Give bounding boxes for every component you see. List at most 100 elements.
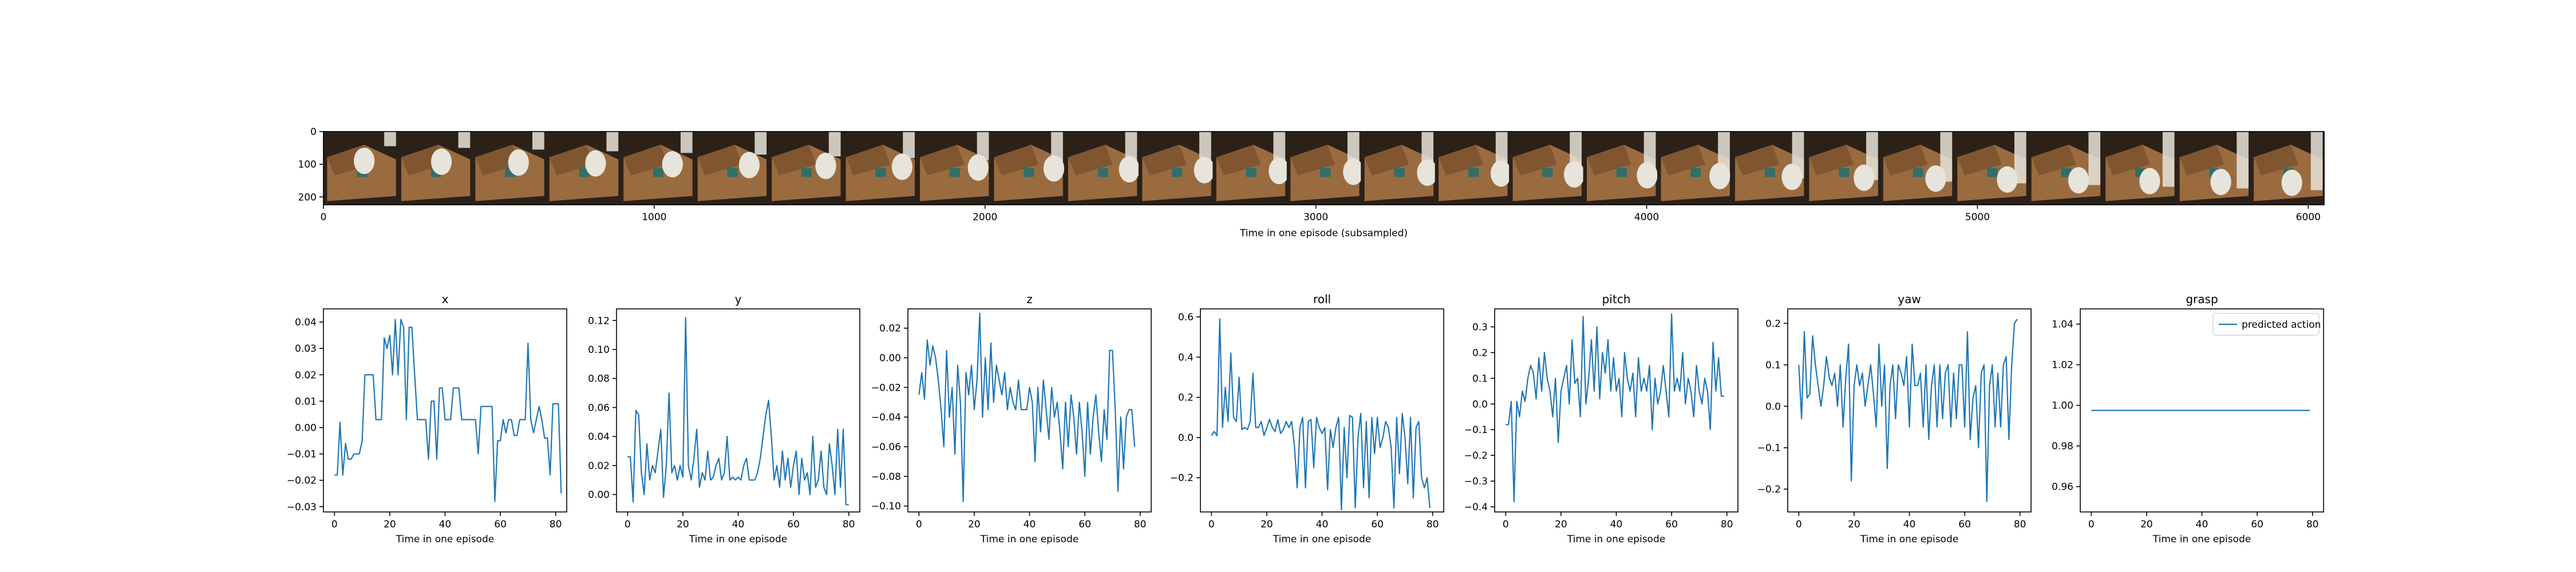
- x-tick-label: 20: [677, 519, 689, 530]
- x-tick-label: 0: [916, 519, 922, 530]
- y-tick-label: −0.02: [287, 475, 317, 487]
- y-tick-label: 0.00: [295, 422, 317, 434]
- y-tick-label: 0.02: [295, 370, 317, 381]
- x-tick-label: 20: [1555, 519, 1567, 530]
- x-tick-label: 40: [732, 519, 745, 530]
- x-tick-label: 20: [1848, 519, 1860, 530]
- episode-frame: [546, 132, 621, 205]
- panel-title: z: [1026, 292, 1033, 306]
- x-tick-label: 40: [1903, 519, 1916, 530]
- legend-box: [2212, 313, 2320, 336]
- y-tick-label: 0.3: [1472, 321, 1488, 333]
- legend: predicted action: [2212, 313, 2321, 336]
- x-tick-label: 80: [1427, 519, 1439, 530]
- series-line: [1798, 319, 2018, 502]
- episode-frame: [1435, 132, 1512, 205]
- y-tick-label: 0.0: [1178, 432, 1194, 444]
- series-line: [627, 317, 849, 506]
- x-tick-label: 40: [1024, 519, 1036, 530]
- y-tick-label: 0.12: [588, 315, 610, 327]
- series-line: [1506, 313, 1724, 503]
- x-tick-label: 60: [1078, 519, 1091, 530]
- x-tick-label: 80: [843, 519, 855, 530]
- panel-grasp: grasp 0 20 40 60 80 0.96 0.98 1.00 1.02 1.04 Time i…: [2052, 292, 2324, 545]
- y-tick-label: 0.2: [1472, 347, 1488, 359]
- y-tick-label: 0.03: [295, 343, 317, 355]
- y-tick-label: 0.4: [1178, 352, 1194, 363]
- y-tick-label: 0.02: [588, 460, 610, 472]
- x-tick-label: 20: [1261, 519, 1273, 530]
- y-tick-label: −0.1: [1464, 424, 1488, 436]
- x-tick-label: 0: [331, 519, 338, 530]
- plot-frame: [1494, 308, 1739, 513]
- y-tick-label: 0.98: [2052, 441, 2073, 452]
- episode-frame: [990, 132, 1065, 205]
- x-tick-label: 80: [2306, 519, 2319, 530]
- legend-label: predicted action: [2242, 319, 2321, 331]
- y-tick-label: 0.1: [1472, 373, 1488, 384]
- x-axis-label: Time in one episode: [2152, 534, 2251, 545]
- y-tick-label: −0.04: [871, 412, 901, 423]
- x-axis-label: Time in one episode: [689, 534, 787, 545]
- y-tick-label: 0.04: [588, 431, 610, 443]
- panel-roll: roll 0 20 40 60 80 −0.2 0.0 0.2 0.4 0.6 Time in one…: [1170, 292, 1444, 545]
- y-tick-label: 100: [298, 159, 317, 170]
- x-tick-label: 0: [321, 212, 327, 223]
- series-line: [1211, 318, 1431, 511]
- episode-frame: [1138, 132, 1215, 205]
- y-tick-label: −0.03: [287, 502, 317, 513]
- y-tick-label: −0.06: [871, 442, 901, 453]
- y-tick-label: −0.2: [1464, 450, 1488, 462]
- x-tick-label: 60: [2251, 519, 2263, 530]
- x-tick-label: 80: [2014, 519, 2026, 530]
- episode-frame: [323, 132, 398, 205]
- episode-frame: [2101, 132, 2176, 205]
- x-tick-label: 80: [1721, 519, 1733, 530]
- episode-frame: [2176, 132, 2251, 205]
- episode-frame: [1731, 132, 1806, 205]
- episode-frame: [397, 132, 472, 205]
- y-tick-label: −0.08: [871, 471, 901, 483]
- y-tick-label: 200: [298, 192, 317, 203]
- x-axis-label: Time in one episode: [396, 534, 494, 545]
- y-tick-label: 0.00: [879, 353, 901, 364]
- series-line: [334, 319, 562, 502]
- panel-title: grasp: [2186, 292, 2218, 306]
- x-tick-label: 40: [439, 519, 452, 530]
- episode-frame: [1361, 132, 1438, 205]
- episode-frame: [1064, 132, 1140, 205]
- panel-title: yaw: [1898, 292, 1921, 306]
- x-tick-label: 0: [1208, 519, 1215, 530]
- episode-frame: [694, 132, 769, 205]
- x-tick-label: 60: [1665, 519, 1678, 530]
- episode-frame: [619, 132, 694, 205]
- y-tick-label: 0.1: [1765, 360, 1781, 371]
- y-tick-label: −0.3: [1464, 476, 1488, 487]
- y-tick-label: 0.01: [295, 396, 317, 407]
- episode-frame: [1286, 132, 1364, 205]
- y-tick-label: 0.0: [1472, 399, 1488, 410]
- y-tick-label: 1.02: [2052, 360, 2073, 371]
- x-tick-label: 2000: [973, 212, 997, 223]
- panel-title: x: [442, 292, 449, 306]
- x-tick-label: 60: [787, 519, 800, 530]
- x-axis-label: Time in one episode: [1273, 534, 1371, 545]
- episode-frame: [2250, 132, 2325, 205]
- x-tick-label: 80: [550, 519, 562, 530]
- y-tick-label: 0.04: [295, 317, 317, 328]
- y-tick-label: 0.06: [588, 402, 610, 414]
- x-tick-label: 60: [1371, 519, 1384, 530]
- y-tick-label: −0.2: [1757, 484, 1781, 495]
- x-tick-label: 0: [625, 519, 631, 530]
- x-tick-label: 20: [2140, 519, 2153, 530]
- x-tick-label: 20: [968, 519, 981, 530]
- panel-yaw: yaw 0 20 40 60 80 −0.2 −0.1 0.0 0.1 0.2 Time in one…: [1757, 292, 2032, 545]
- x-tick-label: 0: [2088, 519, 2095, 530]
- series-line: [918, 312, 1136, 502]
- x-tick-label: 60: [1958, 519, 1971, 530]
- x-tick-label: 4000: [1634, 212, 1659, 223]
- panel-y: y 0 20 40 60 80 0.00 0.02 0.04 0.06 0.08 0.10 0.12 Ti…: [588, 292, 860, 545]
- episode-frame: [471, 132, 546, 205]
- y-tick-label: 1.00: [2052, 400, 2073, 412]
- episode-frame: [1509, 132, 1585, 205]
